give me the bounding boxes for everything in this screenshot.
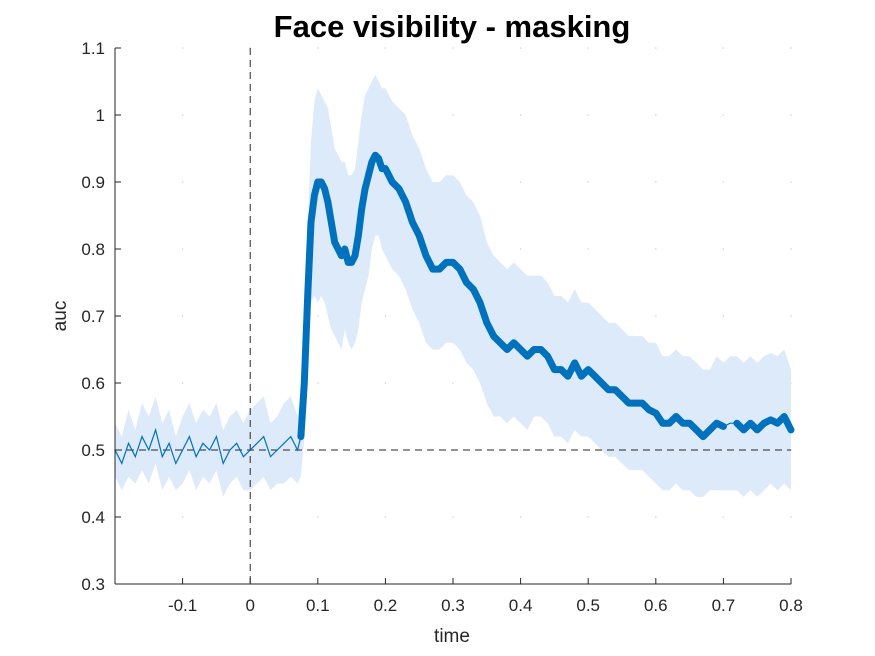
x-tick-label: 0.2 (374, 596, 398, 615)
grid-dot (181, 516, 184, 518)
y-tick-label: 0.7 (81, 307, 105, 326)
y-tick-label: 0.4 (81, 508, 105, 527)
grid-dot (249, 248, 251, 250)
x-tick-label: 0 (245, 596, 254, 615)
grid-dot (317, 516, 319, 518)
grid-dot (655, 248, 657, 250)
confidence-band-layer (115, 74, 791, 497)
grid-dot (790, 47, 792, 49)
grid-dot (452, 114, 454, 116)
confidence-band (115, 74, 791, 497)
grid-dot (519, 248, 522, 250)
significant-segment (297, 151, 727, 441)
grid-dot (790, 315, 792, 317)
grid-dot (790, 248, 792, 250)
grid-dot (722, 47, 725, 49)
series-layer (114, 151, 795, 466)
grid-dot (452, 382, 454, 384)
grid-dot (655, 315, 657, 317)
y-tick-label: 0.5 (81, 441, 105, 460)
grid-dot (181, 47, 184, 49)
grid-dot (655, 516, 657, 518)
x-tick-label: 0.6 (644, 596, 668, 615)
grid-dot (722, 516, 725, 518)
grid-dot (181, 315, 184, 317)
x-tick-label: 0.3 (441, 596, 465, 615)
grid-dot (790, 516, 792, 518)
grid-dot (655, 114, 657, 116)
x-tick-label: -0.1 (168, 596, 197, 615)
x-axis-title: time (434, 626, 470, 647)
grid-dot (722, 181, 725, 183)
grid-dot (655, 181, 657, 183)
grid-dot (384, 315, 387, 317)
y-tick-label: 1.1 (81, 39, 105, 58)
reference-lines (115, 48, 791, 584)
y-axis-title: auc (50, 301, 71, 332)
grid-dot (722, 248, 725, 250)
x-tick-label: 0.1 (306, 596, 330, 615)
grid-dot (452, 516, 454, 518)
grid-dot (317, 382, 319, 384)
grid-dot (181, 382, 184, 384)
grid-dot (587, 47, 589, 49)
grid-dot (249, 382, 251, 384)
grid-dot (519, 114, 522, 116)
chart-title: Face visibility - masking (274, 9, 631, 44)
x-axis-ticks: -0.1 0 0.1 0.2 0.3 0.4 0.5 0.6 0.7 0.8 (168, 578, 803, 615)
grid-dot (317, 449, 319, 451)
grid-dot (181, 181, 184, 183)
significant-segment (733, 413, 795, 434)
y-tick-label: 0.3 (81, 575, 105, 594)
grid-dot (384, 516, 387, 518)
grid-dot (519, 449, 522, 451)
grid-dot (181, 248, 184, 250)
x-tick-label: 0.8 (779, 596, 803, 615)
grid-dot (452, 47, 454, 49)
grid-dot (317, 315, 319, 317)
grid-dot (317, 47, 319, 49)
y-tick-label: 0.8 (81, 240, 105, 259)
grid-dot (519, 47, 522, 49)
grid-dot (181, 114, 184, 116)
grid-dot (790, 181, 792, 183)
grid-dot (384, 382, 387, 384)
y-tick-label: 1 (96, 106, 105, 125)
grid-dot (655, 47, 657, 49)
grid-dot (587, 181, 589, 183)
grid-dot (722, 315, 725, 317)
grid-dot (790, 114, 792, 116)
x-tick-label: 0.5 (576, 596, 600, 615)
grid-dot (587, 516, 589, 518)
grid-dot (384, 47, 387, 49)
grid-dot (519, 516, 522, 518)
x-tick-label: 0.7 (712, 596, 736, 615)
grid-dot (519, 181, 522, 183)
x-tick-label: 0.4 (509, 596, 533, 615)
grid-dot (587, 248, 589, 250)
grid-dot (722, 114, 725, 116)
y-tick-label: 0.9 (81, 173, 105, 192)
y-tick-label: 0.6 (81, 374, 105, 393)
grid-dot (587, 114, 589, 116)
y-axis-ticks: 0.3 0.4 0.5 0.6 0.7 0.8 0.9 1 1.1 (81, 39, 121, 594)
